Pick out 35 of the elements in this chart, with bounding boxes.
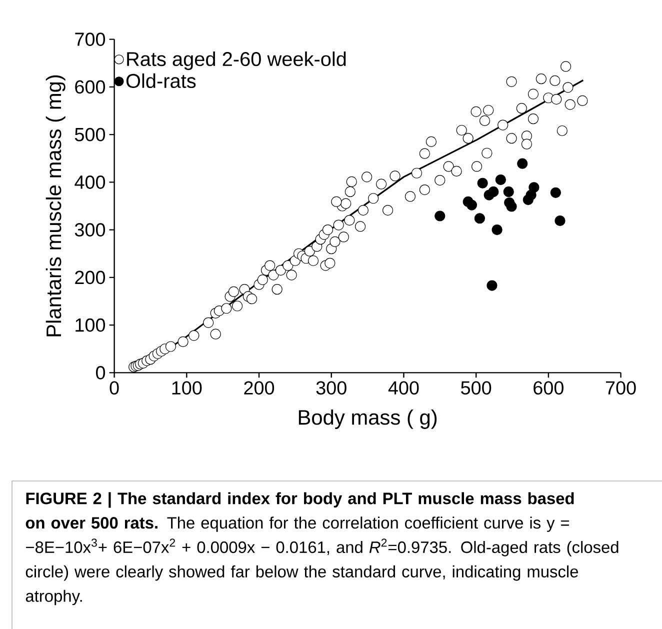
point xyxy=(517,158,528,169)
y-tick-label: 700 xyxy=(75,32,106,46)
y-tick-label: 200 xyxy=(75,270,106,284)
point xyxy=(528,182,540,193)
y-tick-label: 0 xyxy=(96,366,106,380)
point xyxy=(492,224,502,236)
point xyxy=(488,186,499,197)
y-axis-title: Plantaris muscle mass ( mg) xyxy=(46,75,66,336)
text: FIGURE 2 | The standard index for body and PLT muscle mass based on over 500 rats. The equation for the correlation coefficient curve is y = −8E−10x$^{3}$+ 6E−07x$^{2}$ + 0.0009x − 0.0161, and R$^{2}$=0.9735. Old-aged rats (closed circle) were clearly showed far below the standard curve, indicating muscle atrophy. xyxy=(26,492,618,606)
x-tick-label: 600 xyxy=(534,381,564,395)
point xyxy=(554,215,566,226)
y-tick-label: 600 xyxy=(75,80,106,94)
x-tick-label: 100 xyxy=(172,381,202,395)
point xyxy=(503,186,514,197)
x-axis-title: Body mass ( g) xyxy=(298,409,437,429)
legend-label: Old-rats xyxy=(126,73,196,88)
point xyxy=(486,280,498,291)
point xyxy=(474,213,486,224)
legend-label: Rats aged 2-60 week-old xyxy=(127,51,346,70)
x-tick-label: 200 xyxy=(244,381,274,395)
x-tick-label: 700 xyxy=(606,381,636,395)
x-tick-label: 300 xyxy=(316,381,346,395)
x-tick-label: 400 xyxy=(388,381,419,395)
y-tick-label: 500 xyxy=(74,128,106,142)
point xyxy=(506,201,517,212)
y-tick-label: 300 xyxy=(74,223,106,237)
y-tick-label: 100 xyxy=(76,318,106,332)
y-tick-label: 400 xyxy=(74,175,106,189)
x-tick-label: 500 xyxy=(461,381,492,395)
point xyxy=(495,174,506,186)
point xyxy=(550,187,561,198)
point xyxy=(434,210,446,222)
point xyxy=(466,200,478,210)
point xyxy=(477,178,488,188)
x-tick-label: 0 xyxy=(110,381,119,395)
